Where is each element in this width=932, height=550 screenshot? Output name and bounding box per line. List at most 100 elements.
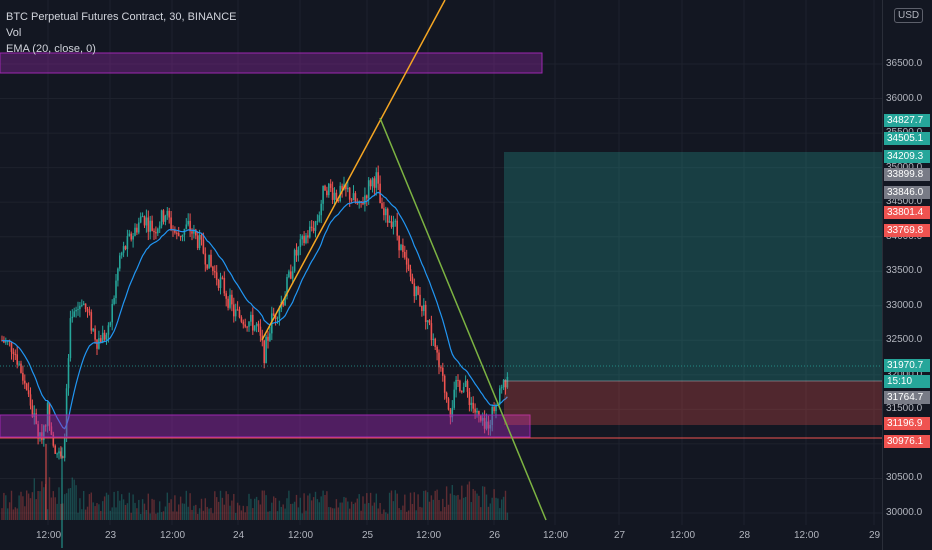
volume-bar [451, 485, 453, 520]
volume-bar [461, 485, 463, 520]
volume-bar [455, 495, 457, 520]
candle-body [147, 217, 150, 232]
volume-bar [383, 509, 385, 520]
volume-bar [444, 507, 446, 520]
volume-bar [246, 506, 248, 520]
volume-bar [119, 500, 121, 520]
volume-bar [50, 497, 53, 520]
candle-body [464, 380, 467, 387]
volume-bar [379, 502, 381, 520]
volume-bar [499, 508, 501, 520]
candle-body [310, 226, 313, 228]
candle-body [426, 320, 429, 323]
volume-bar [373, 502, 376, 520]
volume-bar [409, 492, 412, 520]
candle-body [29, 394, 32, 406]
volume-bar [178, 504, 180, 520]
volume-bar [48, 477, 51, 520]
volume-bar [238, 505, 241, 520]
candle-body [278, 309, 281, 319]
volume-bar [73, 479, 75, 520]
volume-bar [151, 498, 153, 520]
volume-bar [502, 496, 505, 520]
candle-body [459, 380, 461, 392]
candle-body [386, 208, 389, 223]
volume-bar [168, 502, 170, 520]
candle-body [164, 215, 167, 222]
candle-body [107, 325, 110, 335]
candle-body [39, 432, 41, 439]
volume-bar [43, 487, 45, 520]
volume-bar [463, 497, 465, 520]
candle-body [345, 184, 347, 190]
volume-bar [109, 510, 111, 520]
volume-bar [20, 491, 22, 520]
price-chart[interactable] [0, 0, 882, 550]
volume-bar [204, 498, 206, 520]
candle-body [430, 323, 433, 340]
volume-bar [387, 513, 389, 520]
candle-body [398, 235, 400, 251]
candle-body [421, 305, 423, 312]
volume-bar [360, 510, 362, 520]
candle-body [478, 410, 480, 416]
volume-bar [356, 498, 358, 520]
price-tag: 31764.7 [884, 391, 930, 404]
uptrend-line [261, 0, 446, 341]
candle-body [333, 192, 336, 200]
candle-body [255, 323, 258, 326]
volume-indicator-label[interactable]: Vol [6, 27, 22, 39]
candle-body [383, 208, 385, 216]
candle-body [157, 228, 159, 234]
volume-bar [16, 508, 18, 520]
candle-body [257, 323, 260, 327]
volume-bar [14, 507, 16, 520]
currency-button[interactable]: USD [894, 8, 924, 23]
volume-bar [94, 506, 96, 520]
ema-indicator-label[interactable]: EMA (20, close, 0) [6, 43, 96, 55]
ema-line [1, 191, 508, 430]
price-tick-label: 33500.0 [886, 265, 923, 277]
volume-bar [485, 494, 488, 520]
volume-bar [195, 504, 197, 520]
candle-body [480, 415, 482, 421]
candle-body [67, 358, 70, 389]
volume-bar [470, 502, 472, 520]
volume-bar [98, 504, 100, 520]
symbol-title[interactable]: BTC Perpetual Futures Contract, 30, BINA… [6, 11, 237, 23]
volume-bar [425, 490, 427, 520]
volume-bar [115, 507, 117, 520]
volume-bar [132, 494, 134, 520]
volume-bar [501, 499, 503, 520]
volume-bar [176, 511, 178, 520]
volume-bar [244, 512, 246, 520]
candle-body [307, 235, 309, 238]
candle-body [185, 224, 188, 229]
volume-bar [320, 496, 322, 520]
candle-body [415, 286, 417, 297]
volume-bar [284, 508, 286, 520]
volume-bar [255, 496, 258, 520]
volume-bar [495, 497, 497, 520]
price-axis[interactable] [882, 0, 932, 550]
candle-body [466, 380, 469, 392]
volume-bar [259, 504, 262, 520]
candle-body [369, 180, 372, 187]
candle-body [191, 231, 193, 234]
price-tick-label: 34500.0 [886, 196, 923, 208]
volume-bar [12, 509, 15, 520]
volume-bar [406, 511, 408, 520]
candle-body [132, 235, 134, 240]
price-tag: 15:10 [884, 375, 930, 388]
candle-body [276, 318, 279, 320]
candle-body [56, 453, 58, 455]
price-tick-label: 30000.0 [886, 507, 923, 518]
candle-body [470, 402, 473, 405]
candle-body [223, 277, 226, 294]
candle-body [495, 404, 497, 412]
candle-body [44, 425, 47, 427]
candle-body [134, 227, 136, 236]
candle-body [301, 235, 303, 240]
volume-bar [189, 493, 191, 520]
candle-body [119, 255, 121, 269]
